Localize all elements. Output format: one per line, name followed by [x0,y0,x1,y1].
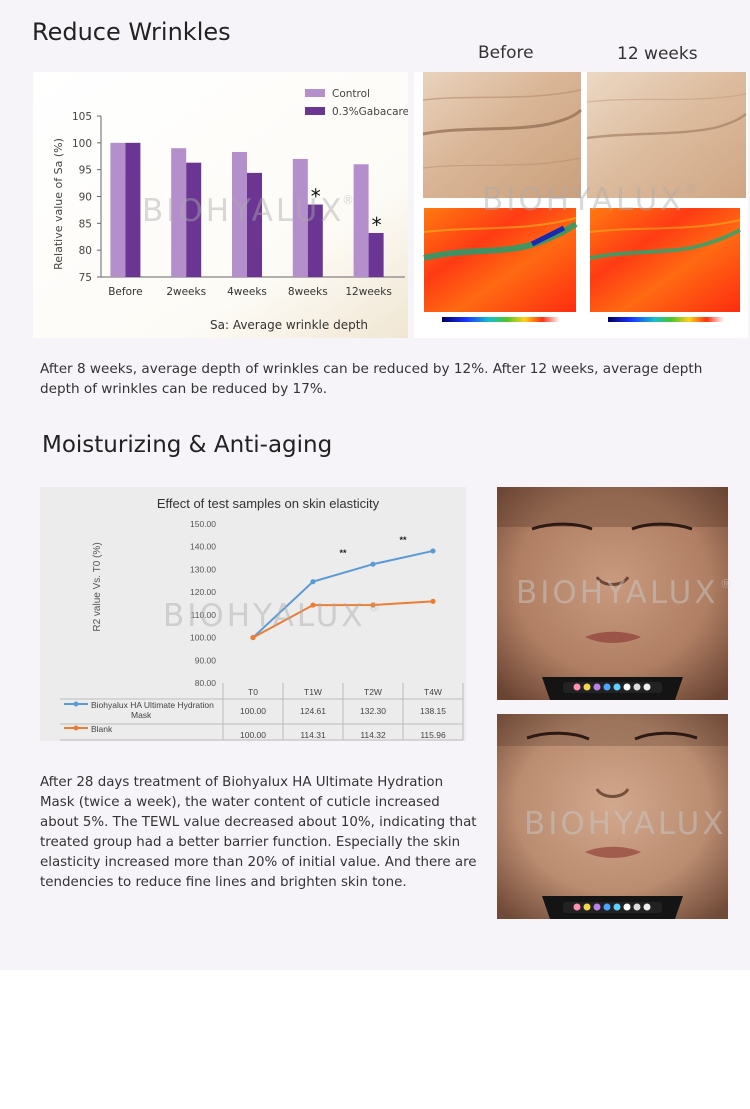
chart1-category-label: 12weeks [345,286,391,298]
data-table-value: 114.31 [300,730,326,740]
chart2-x-tick-label: T4W [424,687,442,697]
series-line-blank [252,600,434,639]
chart2-x-tick-label: T2W [364,687,382,697]
bar-gabacare-2weeks [186,162,202,277]
data-point-ha-mask [430,548,436,554]
face-photo-before [497,487,728,700]
skin-analysis-images [414,72,748,338]
bar-control-4weeks [232,151,247,277]
data-point-ha-mask [310,579,316,585]
watermark-text: BIOHYALUX [142,193,345,229]
chart1-category-label: Before [108,286,142,298]
data-table-value: 100.00 [240,730,266,740]
chart1-y-tick-label: 85 [79,218,92,230]
legend-marker-blank [73,725,79,731]
data-table-value: 114.32 [360,730,386,740]
data-table-value: 124.61 [300,706,326,716]
data-point-blank [370,602,376,608]
data-point-blank [430,598,436,604]
bar-control-2weeks [171,148,187,277]
chart2-title: Effect of test samples on skin elasticit… [157,496,380,511]
legend-marker-ha-mask [73,701,79,707]
before-skin-photo [422,72,583,198]
section-title-moisturizing: Moisturizing & Anti-aging [42,432,333,458]
wrinkle-depth-bar-chart: 75 80 85 90 95 100 105 Before 2weeks 4weeks 8week… [33,72,408,338]
before-wrinkle-heatmap [414,204,581,324]
wrinkles-result-paragraph: After 8 weeks, average depth of wrinkles… [40,361,703,397]
bar-gabacare-8weeks [307,204,323,277]
watermark-text: BIOHYALUX [482,182,685,218]
chart2-y-tick-label: 80.00 [195,678,217,688]
chart2-x-tick-label: T0 [248,687,258,697]
bar-gabacare-Before [125,142,141,277]
chart1-y-tick-label: 100 [72,138,92,150]
chart1-y-tick-label: 105 [72,111,92,123]
chart2-y-axis-label: R2 value Vs. T0 (%) [92,542,103,631]
legend-swatch-control [305,89,325,97]
data-table-value: 100.00 [240,706,266,716]
chart1-y-axis-label: Relative value of Sa (%) [52,138,65,270]
face-photo-after [497,714,728,919]
chart2-y-tick-label: 140.00 [190,542,216,552]
data-table-value: 132.30 [360,706,386,716]
legend-label-control: Control [332,88,370,100]
significance-asterisk: * [311,185,321,209]
chart1-category-label: 4weeks [227,286,267,298]
watermark-registered-mark: ® [720,577,735,591]
legend-label-blank: Blank [91,724,113,734]
chart2-x-tick-label: T1W [304,687,322,697]
chart2-y-tick-label: 120.00 [190,587,216,597]
data-point-blank [250,634,256,641]
chart1-category-label: 2weeks [166,286,206,298]
chart2-y-tick-label: 130.00 [190,564,216,574]
bar-gabacare-4weeks [247,172,262,277]
data-table-value: 138.15 [420,706,446,716]
section-title-wrinkles: Reduce Wrinkles [32,18,231,46]
bar-control-8weeks [292,158,308,277]
chart1-y-tick-label: 75 [79,272,92,284]
watermark-text: BIOHYALUX [163,598,366,634]
after-skin-photo [586,72,747,198]
legend-label-ha-mask: Biohyalux HA Ultimate Hydration Mask [91,700,214,720]
chart1-background [33,72,408,338]
chart2-y-tick-label: 150.00 [190,519,216,529]
data-point-ha-mask [370,561,376,567]
after-12weeks-label: 12 weeks [617,44,698,64]
watermark-text: BIOHYALUX [524,806,727,842]
chart1-y-tick-label: 80 [79,245,92,257]
significance-marker: ** [339,548,347,558]
bar-control-Before [110,142,126,277]
chart1-x-axis-label: Sa: Average wrinkle depth [210,318,368,332]
chart2-y-tick-label: 90.00 [195,655,217,665]
data-point-blank [310,602,316,608]
bar-control-12weeks [353,164,369,277]
chart1-y-tick-label: 90 [79,192,92,204]
bar-gabacare-12weeks [368,232,384,277]
data-table-value: 115.96 [420,730,446,740]
watermark-registered-mark: ® [685,182,700,196]
significance-marker: ** [399,535,407,545]
watermark-text: BIOHYALUX [516,575,719,611]
chart1-y-tick-label: 95 [79,165,92,177]
after-wrinkle-heatmap [581,204,748,324]
chart2-y-tick-label: 100.00 [190,633,216,643]
chart2-y-tick-label: 110.00 [191,610,217,620]
skin-elasticity-line-chart: Effect of test samples on skin elasticit… [40,487,466,741]
watermark-registered-mark: ® [342,193,357,207]
legend-swatch-gabacare [305,107,325,115]
watermark-registered-mark: ® [368,600,383,614]
significance-asterisk: * [372,213,382,237]
legend-label-gabacare: 0.3%Gabacare [332,106,408,118]
chart1-category-label: 8weeks [288,286,328,298]
before-label: Before [478,43,534,63]
series-line-ha-mask [252,549,434,639]
moisturizing-result-paragraph: After 28 days treatment of Biohyalux HA … [40,775,477,890]
